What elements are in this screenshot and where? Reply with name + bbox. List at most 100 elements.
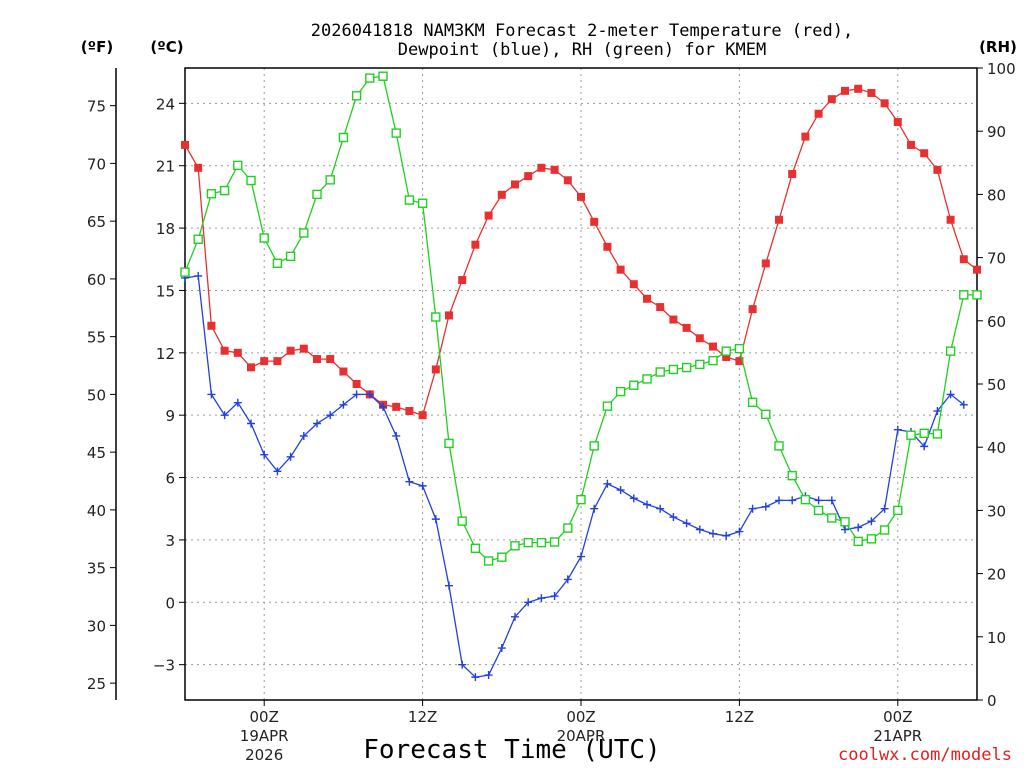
data-point-dewpoint (761, 502, 770, 511)
plot-frame (184, 67, 978, 701)
rh-axis-tick-label: 80 (987, 186, 1006, 204)
data-point-temperature (827, 95, 836, 104)
data-point-dewpoint (497, 644, 506, 653)
data-point-temperature (643, 294, 651, 303)
data-point-temperature (709, 342, 717, 351)
rh-axis-tick-label: 90 (987, 123, 1006, 141)
data-point-dewpoint (299, 431, 308, 440)
data-point-rh (325, 175, 335, 185)
data-point-temperature (326, 355, 335, 364)
x-axis-tick-label: 00Z (566, 708, 595, 726)
rh-axis-tick-label: 60 (987, 313, 1006, 331)
data-point-rh (800, 494, 811, 505)
data-point-temperature (973, 265, 981, 274)
rh-axis-tick-label: 50 (987, 376, 1006, 394)
data-point-dewpoint (854, 523, 863, 532)
data-point-rh (431, 312, 441, 322)
rh-axis-tick-label: 70 (987, 250, 1006, 268)
data-point-rh (536, 537, 547, 548)
data-point-temperature (867, 88, 876, 97)
data-point-dewpoint (339, 400, 348, 409)
x-axis-year-label: 2026 (245, 746, 283, 764)
x-axis-tick-label: 12Z (408, 708, 437, 726)
data-point-temperature (775, 215, 783, 224)
data-point-rh (840, 517, 850, 527)
data-point-rh (906, 430, 916, 440)
data-point-dewpoint (788, 496, 797, 505)
data-point-rh (444, 438, 454, 449)
data-point-temperature (563, 176, 572, 185)
data-point-rh (497, 552, 507, 562)
data-point-rh (695, 359, 705, 370)
x-axis-tick-label: 00Z (250, 708, 279, 726)
f-axis-tick-label: 65 (87, 213, 106, 231)
rh-axis-tick-label: 30 (987, 502, 1006, 520)
c-axis-tick-label: 12 (156, 345, 175, 363)
data-point-rh (932, 429, 943, 439)
data-point-temperature (286, 346, 295, 355)
data-point-temperature (656, 303, 665, 312)
data-point-temperature (761, 259, 770, 268)
watermark: coolwx.com/models (838, 745, 1012, 765)
data-point-dewpoint (616, 486, 625, 495)
data-point-rh (312, 189, 322, 200)
data-point-rh (589, 441, 599, 451)
data-point-temperature (497, 190, 506, 199)
data-point-rh (259, 233, 269, 243)
data-point-rh (945, 346, 956, 356)
data-point-temperature (247, 363, 255, 372)
data-point-dewpoint (379, 402, 387, 411)
data-point-rh (813, 505, 824, 516)
data-point-dewpoint (841, 525, 849, 534)
data-point-dewpoint (867, 517, 876, 526)
data-point-temperature (339, 367, 348, 376)
data-point-temperature (920, 149, 929, 158)
c-axis-tick-label: 15 (156, 282, 175, 300)
f-axis-tick-label: 55 (87, 329, 106, 347)
data-point-dewpoint (313, 419, 321, 428)
data-point-rh (866, 534, 877, 544)
data-point-rh (483, 556, 494, 566)
unit-rh-label: (RH) (979, 38, 1017, 56)
data-point-temperature (181, 140, 189, 149)
data-point-rh (879, 525, 890, 535)
data-point-rh (734, 343, 745, 354)
data-point-temperature (590, 217, 599, 226)
data-point-dewpoint (814, 496, 823, 505)
data-point-rh (351, 91, 362, 101)
x-axis-date-label: 20APR (557, 727, 606, 745)
data-point-dewpoint (748, 504, 757, 513)
data-point-rh (747, 397, 758, 408)
data-point-dewpoint (590, 504, 599, 513)
data-point-temperature (788, 170, 797, 179)
c-axis-tick-label: 18 (156, 220, 175, 238)
f-axis-tick-label: 30 (87, 617, 106, 635)
data-point-rh (853, 536, 863, 547)
f-axis-tick-label: 75 (87, 98, 106, 116)
series-line-dewpoint (184, 275, 965, 678)
data-point-temperature (854, 84, 863, 93)
data-point-dewpoint (207, 390, 216, 399)
data-point-rh (417, 198, 428, 208)
data-point-temperature (577, 192, 585, 201)
data-point-dewpoint (247, 419, 255, 428)
rh-axis-tick-label: 10 (987, 629, 1006, 647)
data-point-rh (299, 228, 309, 238)
data-point-rh (246, 175, 256, 186)
data-point-dewpoint (577, 552, 585, 561)
data-point-temperature (458, 276, 467, 285)
data-point-rh (761, 409, 771, 420)
data-point-dewpoint (722, 531, 731, 540)
data-point-temperature (405, 407, 414, 416)
data-point-rh (972, 290, 982, 300)
data-point-dewpoint (827, 496, 836, 505)
data-point-rh (470, 543, 481, 554)
data-point-dewpoint (880, 504, 889, 513)
data-point-temperature (682, 323, 691, 332)
data-point-rh (681, 362, 692, 373)
data-point-dewpoint (524, 598, 533, 607)
data-point-temperature (392, 402, 401, 411)
data-point-temperature (933, 165, 942, 174)
